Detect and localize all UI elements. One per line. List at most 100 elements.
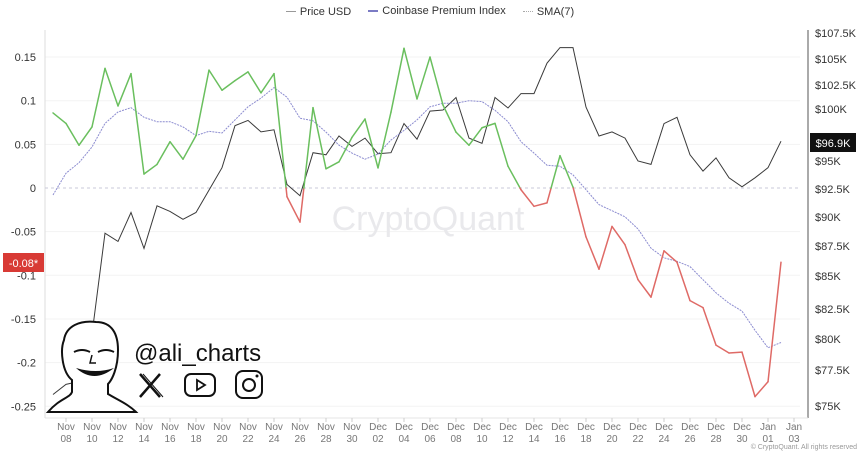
premium-index-segment <box>741 351 756 398</box>
right-tick-label: $105K <box>815 54 847 66</box>
x-tick-day: 12 <box>112 434 124 445</box>
x-tick-day: 24 <box>658 434 670 445</box>
premium-current-value: -0.08* <box>9 258 39 270</box>
copyright: © CryptoQuant. All rights reserved <box>751 443 857 451</box>
premium-index-segment <box>546 187 552 204</box>
x-tick-day: 26 <box>294 434 306 445</box>
premium-index-segment <box>767 261 782 383</box>
right-tick-label: $95K <box>815 156 841 168</box>
x-tick-month: Dec <box>577 422 595 433</box>
right-tick-label: $77.5K <box>815 365 851 377</box>
premium-index-segment <box>611 225 626 246</box>
x-axis-ticks: Nov08Nov10Nov12Nov14Nov16Nov18Nov20Nov22… <box>57 418 802 445</box>
left-tick-label: -0.05 <box>11 227 36 239</box>
price-current-badge: $96.9K <box>810 133 856 152</box>
premium-index-segment <box>637 278 652 298</box>
left-axis-ticks: 0.15 0.1 0.05 0 -0.05 -0.1 -0.15 -0.2 -0.25 <box>11 52 36 413</box>
x-tick-day: 02 <box>372 434 384 445</box>
left-tick-label: 0.05 <box>15 139 36 151</box>
legend-label: Coinbase Premium Index <box>382 5 506 17</box>
premium-index-segment <box>429 56 444 106</box>
premium-index-segment <box>208 69 223 91</box>
premium-index-segment <box>130 72 145 175</box>
premium-index-segment <box>364 118 379 169</box>
right-tick-label: $80K <box>815 334 841 346</box>
legend-item-premium[interactable]: Coinbase Premium Index <box>368 5 506 17</box>
x-tick-day: 30 <box>736 434 748 445</box>
avatar <box>45 320 139 413</box>
premium-index-segment <box>303 106 314 189</box>
premium-index-segment <box>390 47 405 113</box>
instagram-icon[interactable] <box>235 370 263 399</box>
x-tick-day: 12 <box>502 434 514 445</box>
premium-badge-bg <box>3 253 44 272</box>
premium-index-segment <box>52 112 67 125</box>
legend-label: SMA(7) <box>536 5 575 18</box>
premium-index-segment <box>507 165 521 189</box>
x-tick-month: Nov <box>291 422 309 433</box>
premium-index-segment <box>156 140 171 166</box>
price-current-value: $96.9K <box>816 138 852 150</box>
right-tick-label: $85K <box>815 271 841 283</box>
x-tick-day: 26 <box>684 434 696 445</box>
right-tick-label: $82.5K <box>815 304 851 316</box>
legend: Price USD Coinbase Premium Index SMA(7) <box>0 3 860 18</box>
right-tick-label: $90K <box>815 212 841 224</box>
x-tick-day: 18 <box>580 434 592 445</box>
right-tick-label: $92.5K <box>815 184 851 196</box>
premium-index-segment <box>702 306 717 346</box>
x-tick-month: Jan <box>786 422 802 433</box>
x-tick-month: Nov <box>109 422 127 433</box>
premium-index-segment <box>169 140 184 160</box>
premium-index-segment <box>416 56 431 100</box>
right-tick-label: $100K <box>815 104 847 116</box>
x-tick-month: Dec <box>681 422 699 433</box>
x-tick-day: 30 <box>346 434 358 445</box>
x-tick-day: 01 <box>762 434 774 445</box>
premium-index-segment <box>299 187 305 223</box>
legend-swatch <box>522 11 533 12</box>
premium-index-segment <box>624 243 639 281</box>
premium-index-segment <box>260 72 275 94</box>
premium-index-segment <box>117 72 132 107</box>
x-tick-month: Dec <box>421 422 439 433</box>
x-tick-month: Nov <box>57 422 75 433</box>
x-tick-month: Nov <box>187 422 205 433</box>
premium-index-segment <box>550 154 561 189</box>
youtube-icon[interactable] <box>184 373 216 397</box>
x-tick-day: 22 <box>632 434 644 445</box>
x-tick-day: 16 <box>164 434 176 445</box>
x-icon[interactable] <box>139 373 164 398</box>
x-tick-month: Jan <box>760 422 776 433</box>
premium-index-segment <box>663 250 678 263</box>
x-tick-month: Nov <box>135 422 153 433</box>
x-tick-month: Dec <box>395 422 413 433</box>
x-tick-month: Dec <box>629 422 647 433</box>
premium-index-segment <box>572 187 587 238</box>
premium-index-segment <box>676 261 691 302</box>
right-tick-label: $87.5K <box>815 241 851 253</box>
premium-index-segment <box>273 72 287 189</box>
left-tick-label: 0 <box>30 183 36 195</box>
x-tick-month: Dec <box>733 422 751 433</box>
premium-index-segment <box>533 202 548 208</box>
premium-index-segment <box>598 225 613 270</box>
premium-index-segment <box>312 106 327 170</box>
right-tick-label: $107.5K <box>815 28 857 40</box>
premium-index-segment <box>377 111 392 169</box>
x-tick-day: 28 <box>710 434 722 445</box>
x-tick-month: Dec <box>473 422 491 433</box>
x-tick-month: Dec <box>447 422 465 433</box>
right-tick-label: $102.5K <box>815 80 857 92</box>
left-tick-label: -0.2 <box>17 358 36 370</box>
legend-item-sma[interactable]: SMA(7) <box>522 5 575 18</box>
x-tick-day: 04 <box>398 434 410 445</box>
premium-index-segment <box>182 134 197 160</box>
premium-index-segment <box>338 136 353 163</box>
x-tick-day: 28 <box>320 434 332 445</box>
premium-index-segment <box>455 131 470 146</box>
legend-item-price[interactable]: Price USD <box>285 6 351 18</box>
premium-index-segment <box>468 127 483 146</box>
x-tick-month: Nov <box>213 422 231 433</box>
